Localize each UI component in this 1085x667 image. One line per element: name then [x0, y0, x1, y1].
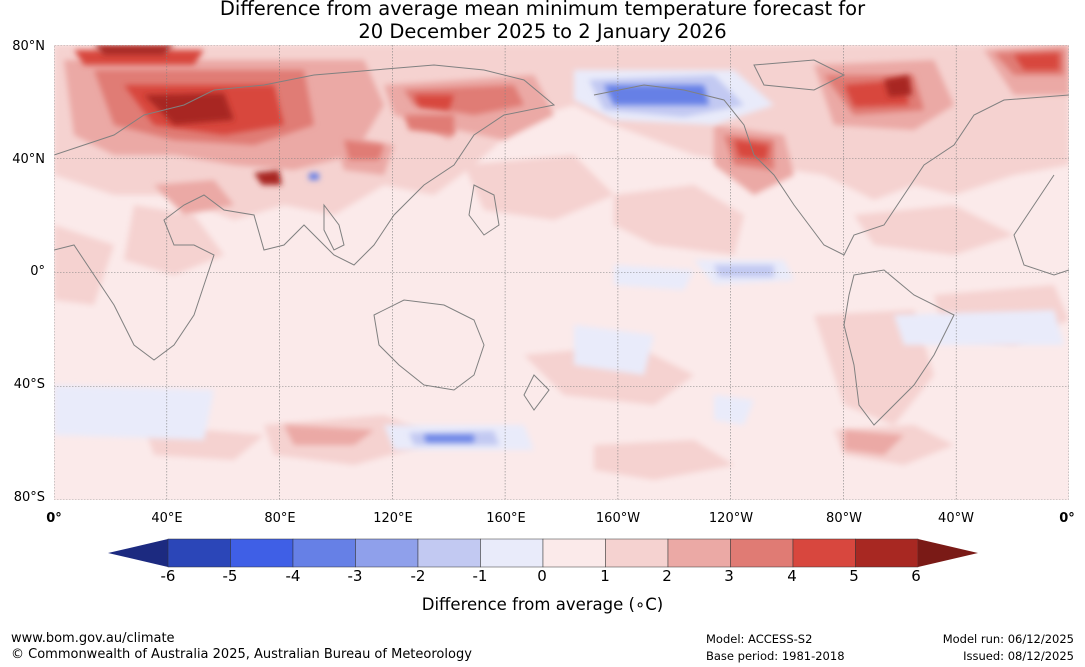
issued-date: Issued: 08/12/2025	[963, 649, 1074, 663]
lat-label-80n: 80°N	[12, 39, 45, 54]
colorbar-extend-min	[108, 539, 168, 567]
colorbar-tick: 0	[537, 567, 547, 585]
colorbar-cell	[605, 538, 669, 568]
colorbar-cell	[667, 538, 731, 568]
lon-label-120e: 120°E	[373, 511, 413, 526]
colorbar	[108, 538, 978, 568]
lon-label-160e: 160°E	[486, 511, 526, 526]
colorbar-tick: 5	[849, 567, 859, 585]
colorbar-cell	[230, 538, 294, 568]
model-name: Model: ACCESS-S2	[706, 632, 813, 646]
lat-label-80s: 80°S	[13, 490, 45, 505]
colorbar-cell	[730, 538, 794, 568]
colorbar-cell	[292, 538, 356, 568]
colorbar-cell	[167, 538, 231, 568]
colorbar-extend-max	[918, 539, 978, 567]
colorbar-cell	[792, 538, 856, 568]
colorbar-tick: -5	[222, 567, 238, 585]
graticule	[54, 45, 1069, 500]
colorbar-tick: 6	[911, 567, 921, 585]
chart-title-line-2: 20 December 2025 to 2 January 2026	[358, 20, 727, 43]
lon-label-160w: 160°W	[595, 511, 641, 526]
coastlines	[54, 59, 1069, 426]
colorbar-cell	[417, 538, 481, 568]
colorbar-tick: 2	[662, 567, 672, 585]
colorbar-tick: -1	[472, 567, 488, 585]
base-period: Base period: 1981-2018	[706, 649, 845, 663]
colorbar-cell	[355, 538, 419, 568]
colorbar-cell	[480, 538, 544, 568]
colorbar-tick: -2	[410, 567, 426, 585]
lon-label-80e: 80°E	[264, 511, 296, 526]
website-url[interactable]: www.bom.gov.au/climate	[11, 631, 175, 646]
lat-label-0: 0°	[30, 264, 45, 279]
model-run-date: Model run: 06/12/2025	[942, 632, 1074, 646]
colorbar-tick: -3	[347, 567, 363, 585]
lon-label-0-east: 0°	[1059, 511, 1075, 526]
colorbar-cell	[542, 538, 606, 568]
chart-title-line-1: Difference from average mean minimum tem…	[219, 0, 866, 20]
copyright-text: © Commonwealth of Australia 2025, Austra…	[11, 647, 472, 662]
lon-label-120w: 120°W	[708, 511, 754, 526]
lon-label-0-west: 0°	[46, 511, 62, 526]
colorbar-tick: -4	[285, 567, 301, 585]
lon-label-40e: 40°E	[151, 511, 183, 526]
colorbar-title: Difference from average (∘C)	[421, 595, 664, 614]
anomaly-minus-1-0-regions	[54, 70, 1064, 450]
colorbar-tick: -6	[160, 567, 176, 585]
colorbar-tick: 3	[724, 567, 734, 585]
colorbar-tick: 1	[600, 567, 610, 585]
temperature-anomaly-map	[54, 45, 1069, 500]
colorbar-cell	[855, 538, 919, 568]
lon-label-40w: 40°W	[938, 511, 974, 526]
lat-label-40n: 40°N	[12, 152, 45, 167]
lat-label-40s: 40°S	[13, 377, 45, 392]
colorbar-tick: 4	[787, 567, 797, 585]
lon-label-80w: 80°W	[826, 511, 862, 526]
